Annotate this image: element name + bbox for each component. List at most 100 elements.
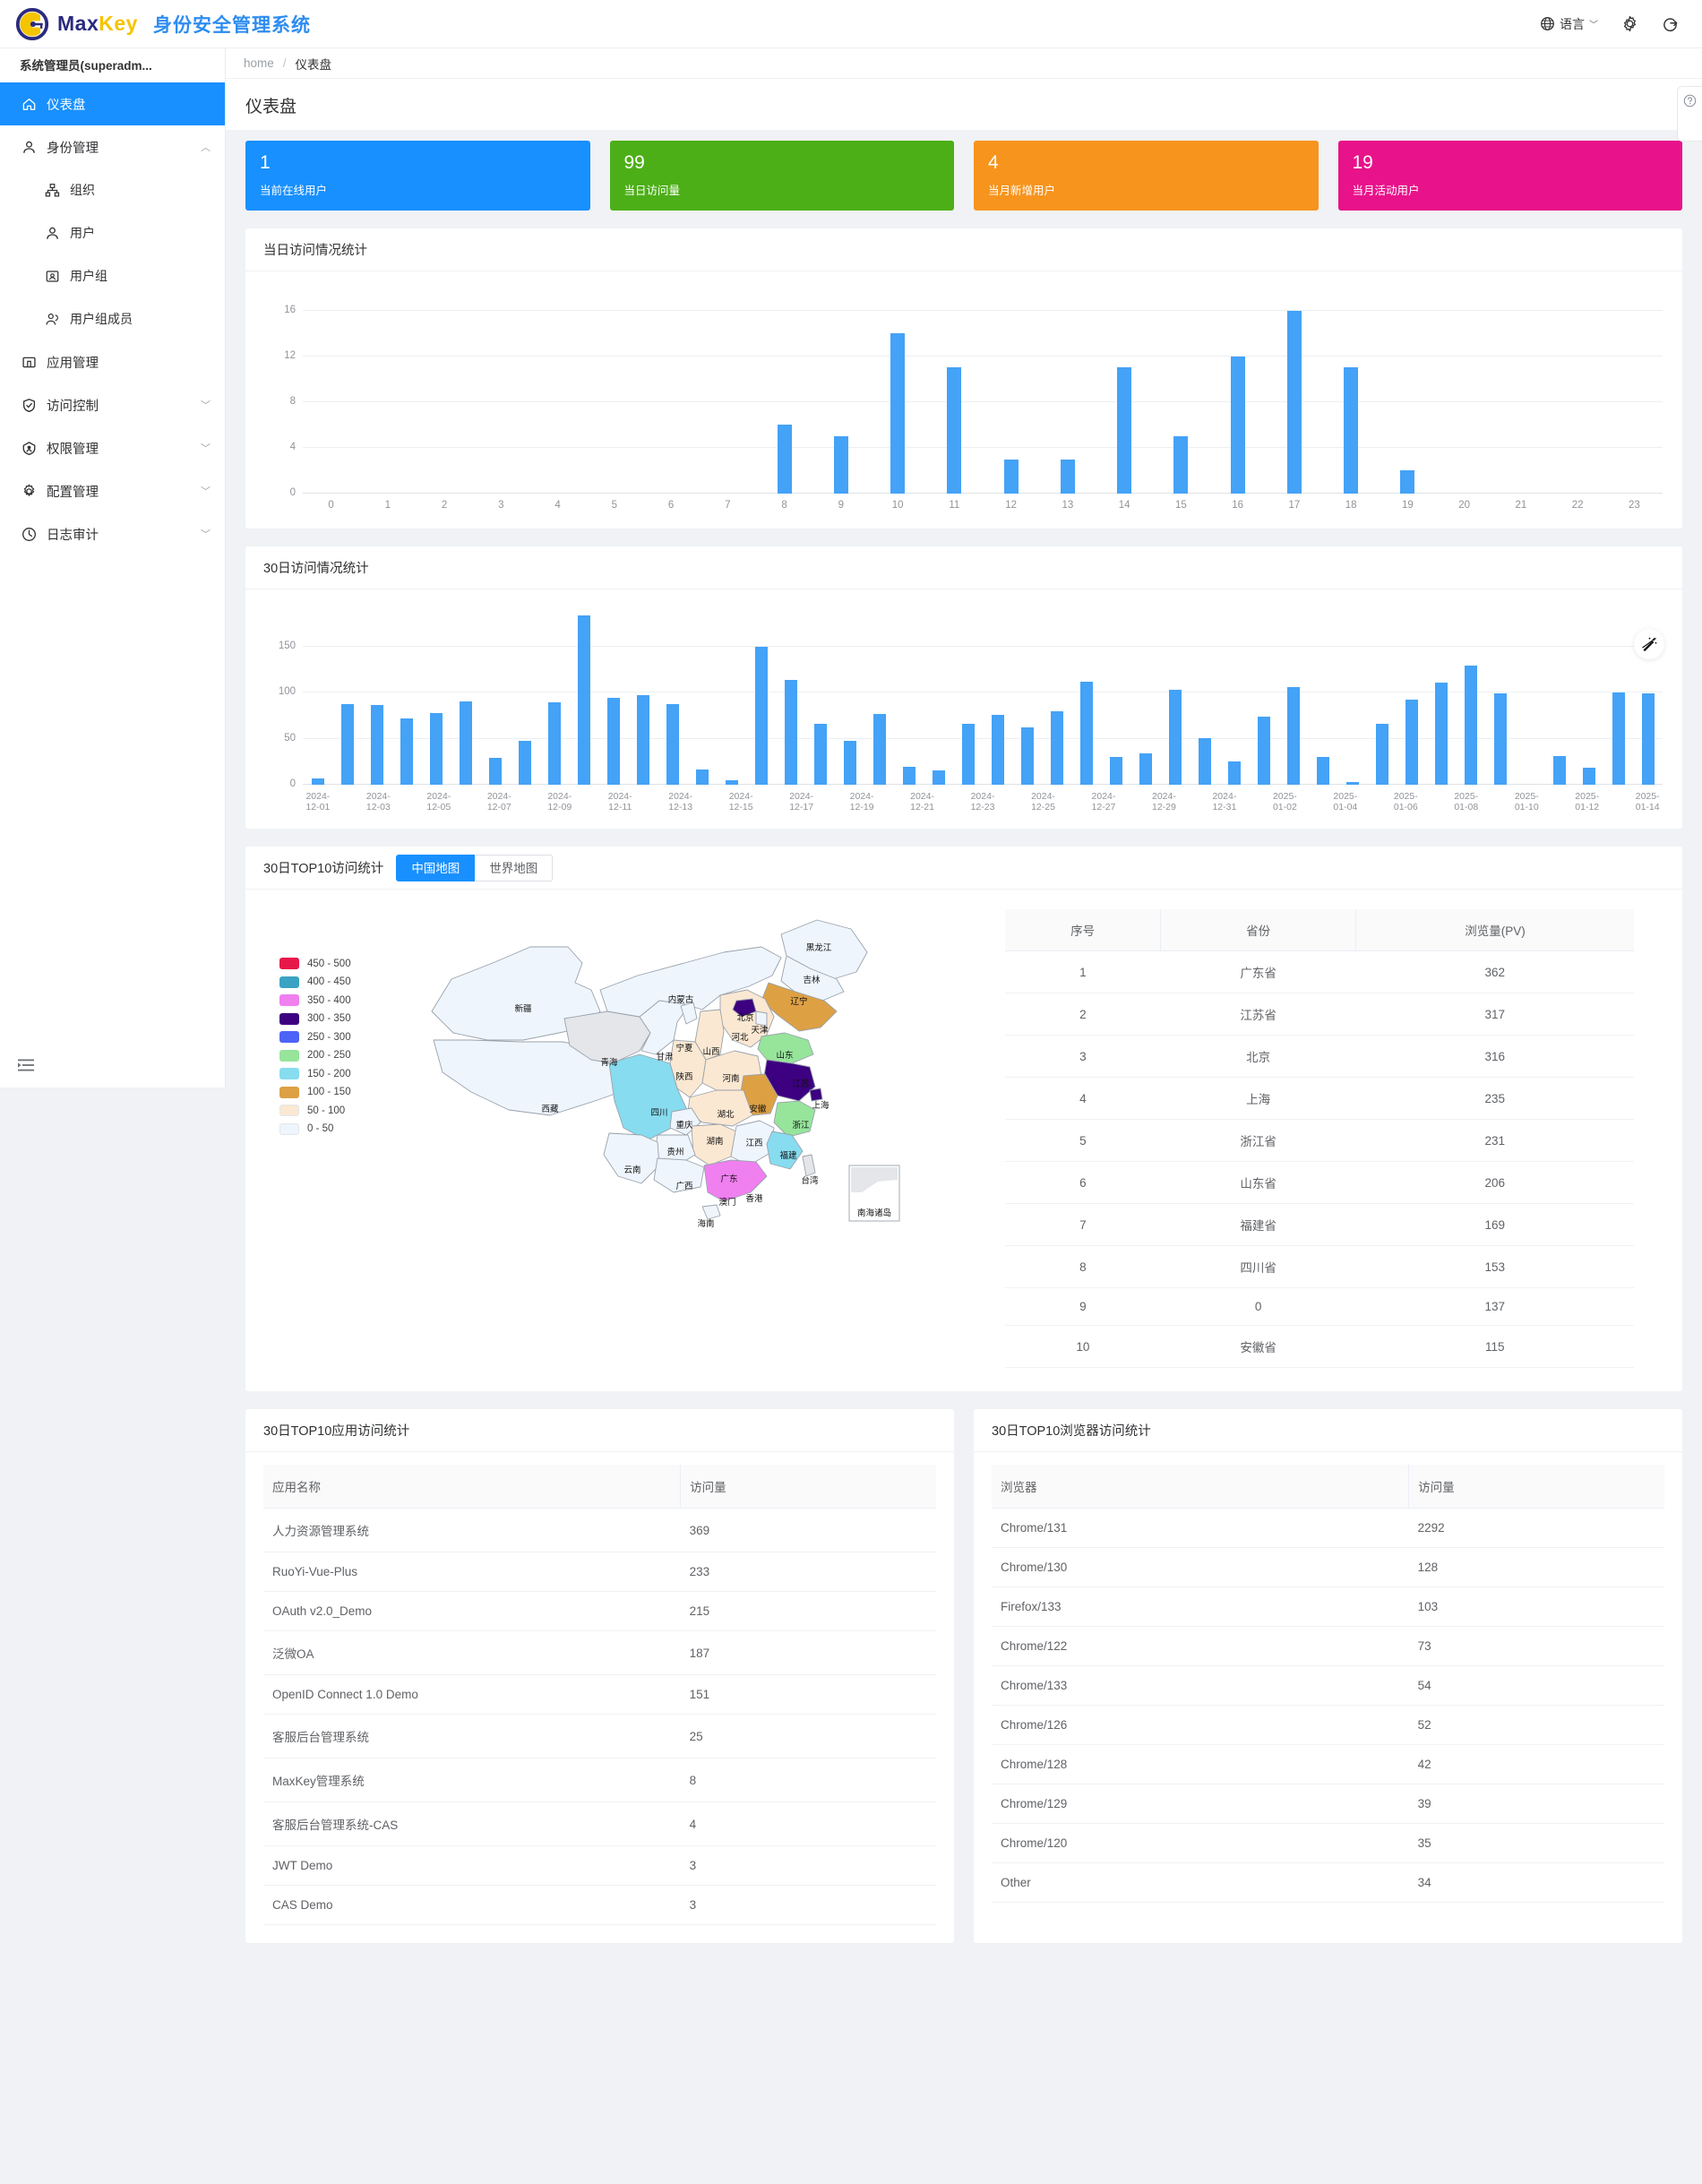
table-row[interactable]: 人力资源管理系统 369: [263, 1508, 936, 1552]
table-row[interactable]: Chrome/128 42: [992, 1744, 1664, 1784]
magic-wand-icon[interactable]: [1634, 629, 1664, 659]
chart-bar-slot[interactable]: [1190, 606, 1219, 785]
chart-bar-slot[interactable]: [643, 288, 700, 494]
table-row[interactable]: 泛微OA 187: [263, 1630, 936, 1675]
chart-bar[interactable]: [636, 694, 649, 785]
chart-bar-slot[interactable]: [1426, 606, 1456, 785]
chart-bar[interactable]: [1230, 356, 1245, 494]
chart-bar-slot[interactable]: [983, 288, 1039, 494]
chart-bar-slot[interactable]: [539, 606, 569, 785]
chart-bar[interactable]: [754, 647, 768, 785]
chart-bar-slot[interactable]: [1266, 288, 1322, 494]
chart-bar[interactable]: [1020, 727, 1034, 785]
chart-bar[interactable]: [1286, 310, 1302, 494]
chart-bar[interactable]: [1316, 757, 1329, 785]
table-row[interactable]: 6 山东省 206: [1005, 1161, 1634, 1204]
chart-bar[interactable]: [1173, 436, 1189, 494]
chart-bar-slot[interactable]: [417, 288, 473, 494]
chart-bar[interactable]: [777, 425, 792, 494]
chart-bar-slot[interactable]: [529, 288, 586, 494]
chart-bar-slot[interactable]: [1012, 606, 1042, 785]
table-row[interactable]: Chrome/122 73: [992, 1626, 1664, 1666]
table-row[interactable]: 9 0 137: [1005, 1287, 1634, 1326]
chart-bar-slot[interactable]: [1337, 606, 1367, 785]
chart-bar[interactable]: [666, 703, 679, 785]
language-switcher[interactable]: 语言 ﹀: [1540, 15, 1598, 33]
chart-bar-slot[interactable]: [1544, 606, 1574, 785]
chart-bar-slot[interactable]: [628, 606, 658, 785]
chart-bar[interactable]: [1345, 781, 1359, 785]
stat-card-3[interactable]: 19 当月活动用户: [1337, 141, 1682, 211]
table-row[interactable]: 2 江苏省 317: [1005, 993, 1634, 1036]
logout-icon[interactable]: [1662, 15, 1679, 32]
brand[interactable]: MaxKey 身份安全管理系统: [16, 7, 311, 40]
chart-bar-slot[interactable]: [332, 606, 362, 785]
chart-bar[interactable]: [1552, 756, 1566, 785]
chart-bar[interactable]: [488, 758, 502, 785]
chart-bar[interactable]: [459, 701, 472, 785]
chart-bar-slot[interactable]: [451, 606, 480, 785]
chart-bar-slot[interactable]: [805, 606, 835, 785]
chart-bar[interactable]: [843, 740, 856, 785]
chart-bar-slot[interactable]: [480, 606, 510, 785]
table-row[interactable]: 5 浙江省 231: [1005, 1119, 1634, 1162]
chart-bar[interactable]: [1168, 690, 1182, 785]
map-tab-1[interactable]: 世界地图: [475, 854, 554, 881]
chart-bar[interactable]: [1434, 683, 1448, 785]
chart-bar[interactable]: [1227, 761, 1241, 785]
chart-bar[interactable]: [1079, 682, 1093, 785]
help-side-tab[interactable]: [1677, 86, 1702, 142]
chart-bar-slot[interactable]: [812, 288, 869, 494]
chart-bar-slot[interactable]: [1042, 606, 1071, 785]
chart-bar[interactable]: [1641, 693, 1655, 785]
chart-bar[interactable]: [1139, 753, 1152, 785]
chart-bar-slot[interactable]: [953, 606, 983, 785]
chart-bar[interactable]: [1344, 367, 1359, 494]
table-row[interactable]: RuoYi-Vue-Plus 233: [263, 1552, 936, 1592]
chart-bar-slot[interactable]: [776, 606, 805, 785]
table-row[interactable]: CAS Demo 3: [263, 1885, 936, 1925]
chart-bar[interactable]: [311, 778, 324, 785]
chart-bar[interactable]: [695, 769, 709, 785]
chart-bar[interactable]: [833, 436, 848, 494]
chart-bar[interactable]: [1286, 687, 1300, 785]
chart-bar-slot[interactable]: [1096, 288, 1153, 494]
chart-bar[interactable]: [1003, 459, 1019, 494]
table-row[interactable]: 8 四川省 153: [1005, 1245, 1634, 1288]
chart-bar-slot[interactable]: [835, 606, 864, 785]
chart-bar-slot[interactable]: [1606, 288, 1663, 494]
chart-bar-slot[interactable]: [1456, 606, 1485, 785]
chart-bar-slot[interactable]: [1130, 606, 1160, 785]
chart-bar[interactable]: [784, 680, 797, 785]
gear-icon[interactable]: [1621, 15, 1638, 32]
chart-bar-slot[interactable]: [983, 606, 1012, 785]
chart-bar[interactable]: [1612, 692, 1625, 785]
sidebar-item-10[interactable]: 日志审计 ﹀: [0, 512, 225, 555]
chart-bar[interactable]: [429, 713, 443, 785]
table-row[interactable]: 1 广东省 362: [1005, 950, 1634, 993]
table-row[interactable]: Chrome/133 54: [992, 1665, 1664, 1706]
chart-bar-slot[interactable]: [1219, 606, 1249, 785]
chart-bar[interactable]: [1050, 710, 1063, 785]
chart-bar-slot[interactable]: [1574, 606, 1603, 785]
chart-bar[interactable]: [370, 704, 383, 785]
breadcrumb-home[interactable]: home: [244, 56, 274, 70]
chart-bar-slot[interactable]: [687, 606, 717, 785]
sidebar-item-3[interactable]: 用户: [0, 211, 225, 254]
chart-bar[interactable]: [991, 715, 1004, 785]
chart-bar-slot[interactable]: [1308, 606, 1337, 785]
chart-bar-slot[interactable]: [1249, 606, 1278, 785]
chart-bar-slot[interactable]: [1101, 606, 1130, 785]
chart-bar[interactable]: [1109, 757, 1122, 785]
chart-bar[interactable]: [518, 740, 531, 785]
map-tab-0[interactable]: 中国地图: [396, 854, 476, 881]
chart-bar[interactable]: [400, 718, 413, 785]
chart-bar[interactable]: [606, 697, 620, 785]
table-row[interactable]: 4 上海 235: [1005, 1077, 1634, 1120]
chart-bar[interactable]: [902, 766, 915, 785]
chart-bar-slot[interactable]: [510, 606, 539, 785]
chart-bar[interactable]: [1375, 724, 1388, 785]
chart-bar-slot[interactable]: [658, 606, 687, 785]
table-row[interactable]: 7 福建省 169: [1005, 1203, 1634, 1246]
chart-bar[interactable]: [1198, 737, 1211, 785]
